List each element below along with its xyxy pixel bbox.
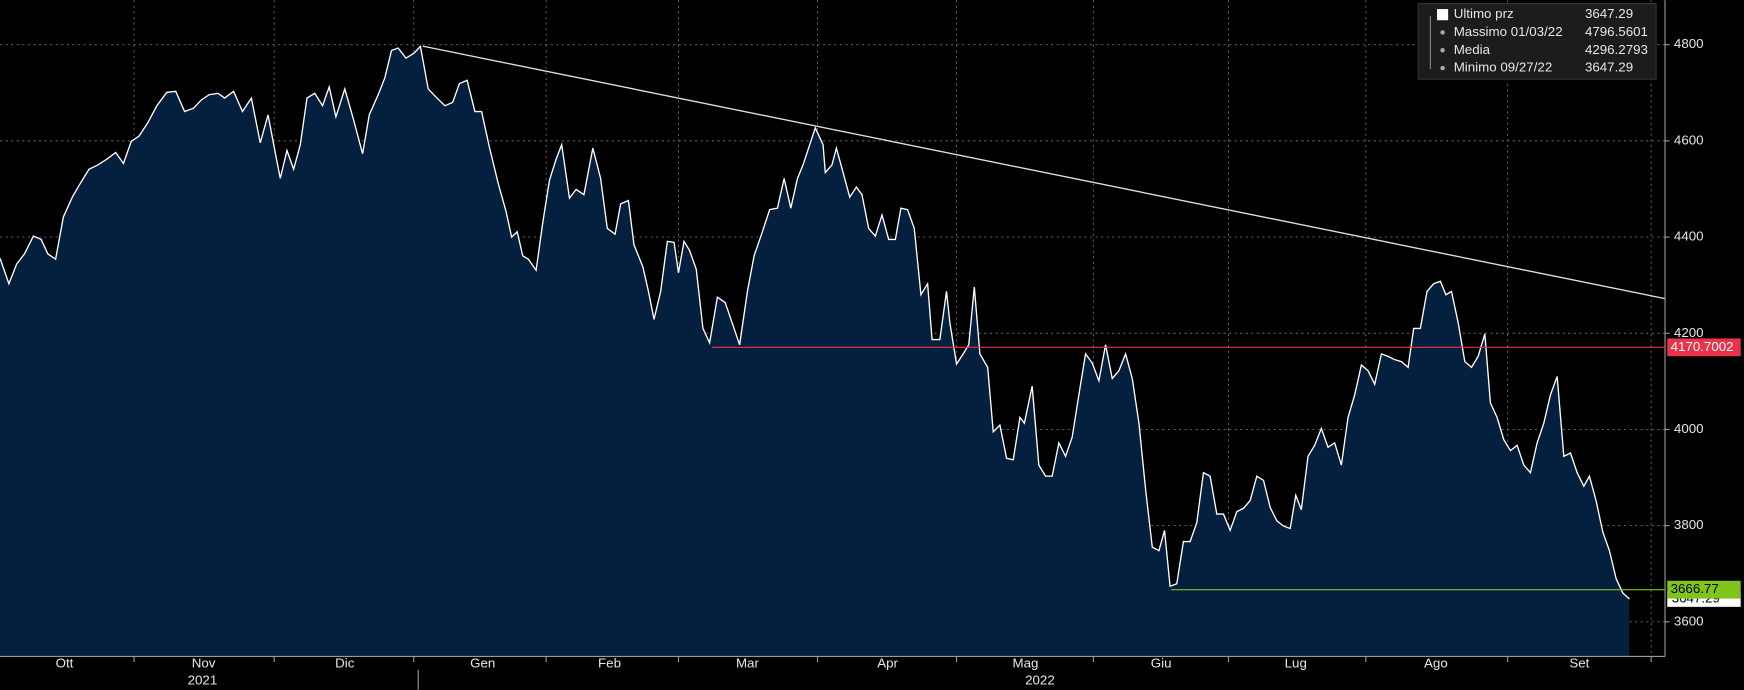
y-tick-label: 4600: [1674, 132, 1704, 147]
x-tick-label: Mar: [736, 656, 760, 671]
x-tick-label: Giu: [1151, 656, 1172, 671]
x-tick-label: Ago: [1424, 656, 1448, 671]
level-label: 3666.77: [1671, 581, 1719, 596]
x-tick-label: Feb: [598, 656, 621, 671]
legend-value: 3647.29: [1585, 6, 1633, 21]
y-tick-label: 3800: [1674, 517, 1704, 532]
level-tag: [1667, 580, 1741, 599]
y-tick-label: 4400: [1674, 229, 1704, 244]
legend-value: 4296.2793: [1585, 42, 1648, 57]
legend-name: Minimo 09/27/22: [1454, 60, 1553, 75]
legend-name: Massimo 01/03/22: [1454, 24, 1563, 39]
legend-swatch: [1437, 9, 1449, 21]
x-tick-label: Set: [1569, 656, 1589, 671]
x-tick-label: Mag: [1013, 656, 1039, 671]
axis-panel: [0, 656, 1666, 690]
x-tick-label: Lug: [1285, 656, 1307, 671]
legend-marker: [1440, 48, 1445, 53]
x-tick-label: Apr: [877, 656, 898, 671]
y-tick-label: 4200: [1674, 325, 1704, 340]
x-tick-label: Ott: [56, 656, 74, 671]
year-label: 2022: [1025, 672, 1055, 687]
y-tick-label: 4800: [1674, 36, 1704, 51]
x-tick-label: Dic: [335, 656, 355, 671]
y-tick-label: 4000: [1674, 421, 1704, 436]
legend-name: Ultimo prz: [1454, 6, 1514, 21]
area-fill: [0, 46, 1630, 657]
x-tick-label: Nov: [192, 656, 216, 671]
legend-value: 4796.5601: [1585, 24, 1648, 39]
level-label: 4170.7002: [1671, 339, 1734, 354]
x-tick-label: Gen: [470, 656, 495, 671]
legend-marker: [1440, 30, 1445, 35]
price-line: [0, 44, 1630, 600]
year-label: 2021: [188, 672, 218, 687]
trendline: [422, 45, 1666, 300]
legend-marker: [1440, 65, 1445, 71]
legend: Ultimo prz 3647.29 Massimo 01/03/22 4796.56…: [1417, 2, 1657, 80]
legend-value: 3647.29: [1585, 60, 1633, 75]
legend-name: Media: [1454, 42, 1491, 57]
legend-box: [1417, 2, 1657, 80]
level-tag: [1667, 338, 1741, 357]
y-tick-label: 3600: [1674, 613, 1704, 628]
